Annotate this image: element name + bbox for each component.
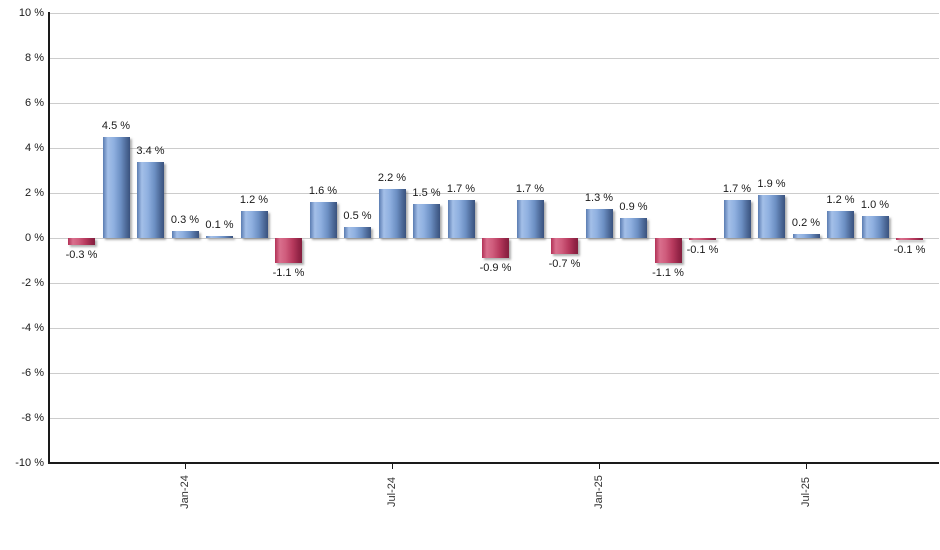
- bar: [585, 208, 613, 238]
- grid-line: [49, 418, 939, 419]
- bar-value-label: -1.1 %: [652, 266, 684, 279]
- bar: [482, 238, 509, 259]
- grid-line: [49, 148, 939, 149]
- bar: [827, 211, 854, 238]
- bar: [378, 188, 406, 238]
- bar: [516, 199, 544, 238]
- grid-line: [49, 373, 939, 374]
- bar: [309, 202, 337, 238]
- x-axis-tick-label: Jan-25: [593, 475, 605, 509]
- grid-line: [49, 193, 939, 194]
- x-axis-tick-label: Jul-24: [386, 477, 398, 507]
- bar-value-label: 1.7 %: [722, 182, 752, 195]
- y-axis-tick-label: 10 %: [18, 7, 44, 19]
- bar-value-label: 1.7 %: [515, 182, 545, 195]
- bar: [723, 199, 751, 238]
- bar: [206, 235, 233, 238]
- bar-value-label: 0.9 %: [619, 200, 648, 213]
- bar: [240, 211, 268, 238]
- y-axis-tick-label: 8 %: [25, 52, 44, 64]
- x-axis-tick-label: Jul-25: [800, 477, 812, 507]
- bar-value-label: 0.5 %: [343, 209, 372, 222]
- bar: [896, 238, 923, 241]
- bar-value-label: -1.1 %: [272, 266, 305, 279]
- x-axis-tick: [599, 464, 600, 469]
- y-axis-line: [48, 12, 50, 464]
- bar-value-label: -0.9 %: [479, 262, 512, 275]
- bar-value-label: 4.5 %: [101, 119, 131, 132]
- bar: [551, 238, 578, 254]
- bar: [275, 238, 302, 263]
- bar: [344, 226, 371, 238]
- bar: [620, 217, 647, 238]
- x-axis-tick-label: Jan-24: [179, 475, 191, 509]
- bar: [861, 215, 889, 238]
- bar: [792, 233, 820, 238]
- bar-value-label: 0.3 %: [170, 214, 200, 227]
- y-axis-tick-label: 0 %: [25, 232, 44, 244]
- grid-line: [49, 328, 939, 329]
- bar-value-label: -0.1 %: [686, 244, 719, 257]
- y-axis-tick-label: 2 %: [25, 187, 44, 199]
- y-axis-tick-label: 4 %: [25, 142, 44, 154]
- x-axis-tick: [392, 464, 393, 469]
- bar-value-label: 2.2 %: [377, 171, 407, 184]
- grid-line: [49, 103, 939, 104]
- bar-value-label: 1.6 %: [308, 185, 338, 197]
- y-axis-tick-label: -4 %: [21, 322, 44, 334]
- bar-value-label: 1.0 %: [860, 198, 890, 211]
- x-axis-tick: [806, 464, 807, 469]
- bar-value-label: 0.1 %: [205, 218, 234, 231]
- bar: [654, 238, 682, 263]
- bar: [137, 161, 164, 238]
- bar-value-label: 1.5 %: [412, 187, 441, 200]
- grid-line: [49, 283, 939, 284]
- bar-value-label: -0.7 %: [548, 257, 581, 270]
- bar: [447, 199, 475, 238]
- bar: [171, 231, 199, 238]
- bar-value-label: -0.3 %: [65, 248, 98, 261]
- x-axis-line: [48, 462, 939, 464]
- y-axis-tick-label: -6 %: [21, 367, 44, 379]
- bar-value-label: 1.2 %: [239, 194, 269, 206]
- bar: [758, 195, 785, 238]
- bar-value-label: 3.4 %: [136, 144, 165, 157]
- bar-value-label: 1.3 %: [584, 191, 614, 204]
- y-axis-tick-label: -2 %: [21, 277, 44, 289]
- bar: [413, 204, 440, 238]
- y-axis-tick-label: 6 %: [25, 97, 44, 109]
- bar: [102, 136, 130, 238]
- bar-value-label: 0.2 %: [791, 216, 821, 229]
- bar-value-label: -0.1 %: [893, 244, 926, 257]
- grid-line: [49, 58, 939, 59]
- bar: [689, 238, 716, 241]
- y-axis-tick-label: -10 %: [15, 457, 44, 469]
- x-axis-tick: [185, 464, 186, 469]
- bar-value-label: 1.9 %: [757, 178, 786, 191]
- y-axis-tick-label: -8 %: [21, 412, 44, 424]
- bar-value-label: 1.7 %: [446, 182, 476, 195]
- bar-value-label: 1.2 %: [826, 194, 855, 206]
- bar: [68, 238, 95, 245]
- grid-line: [49, 13, 939, 14]
